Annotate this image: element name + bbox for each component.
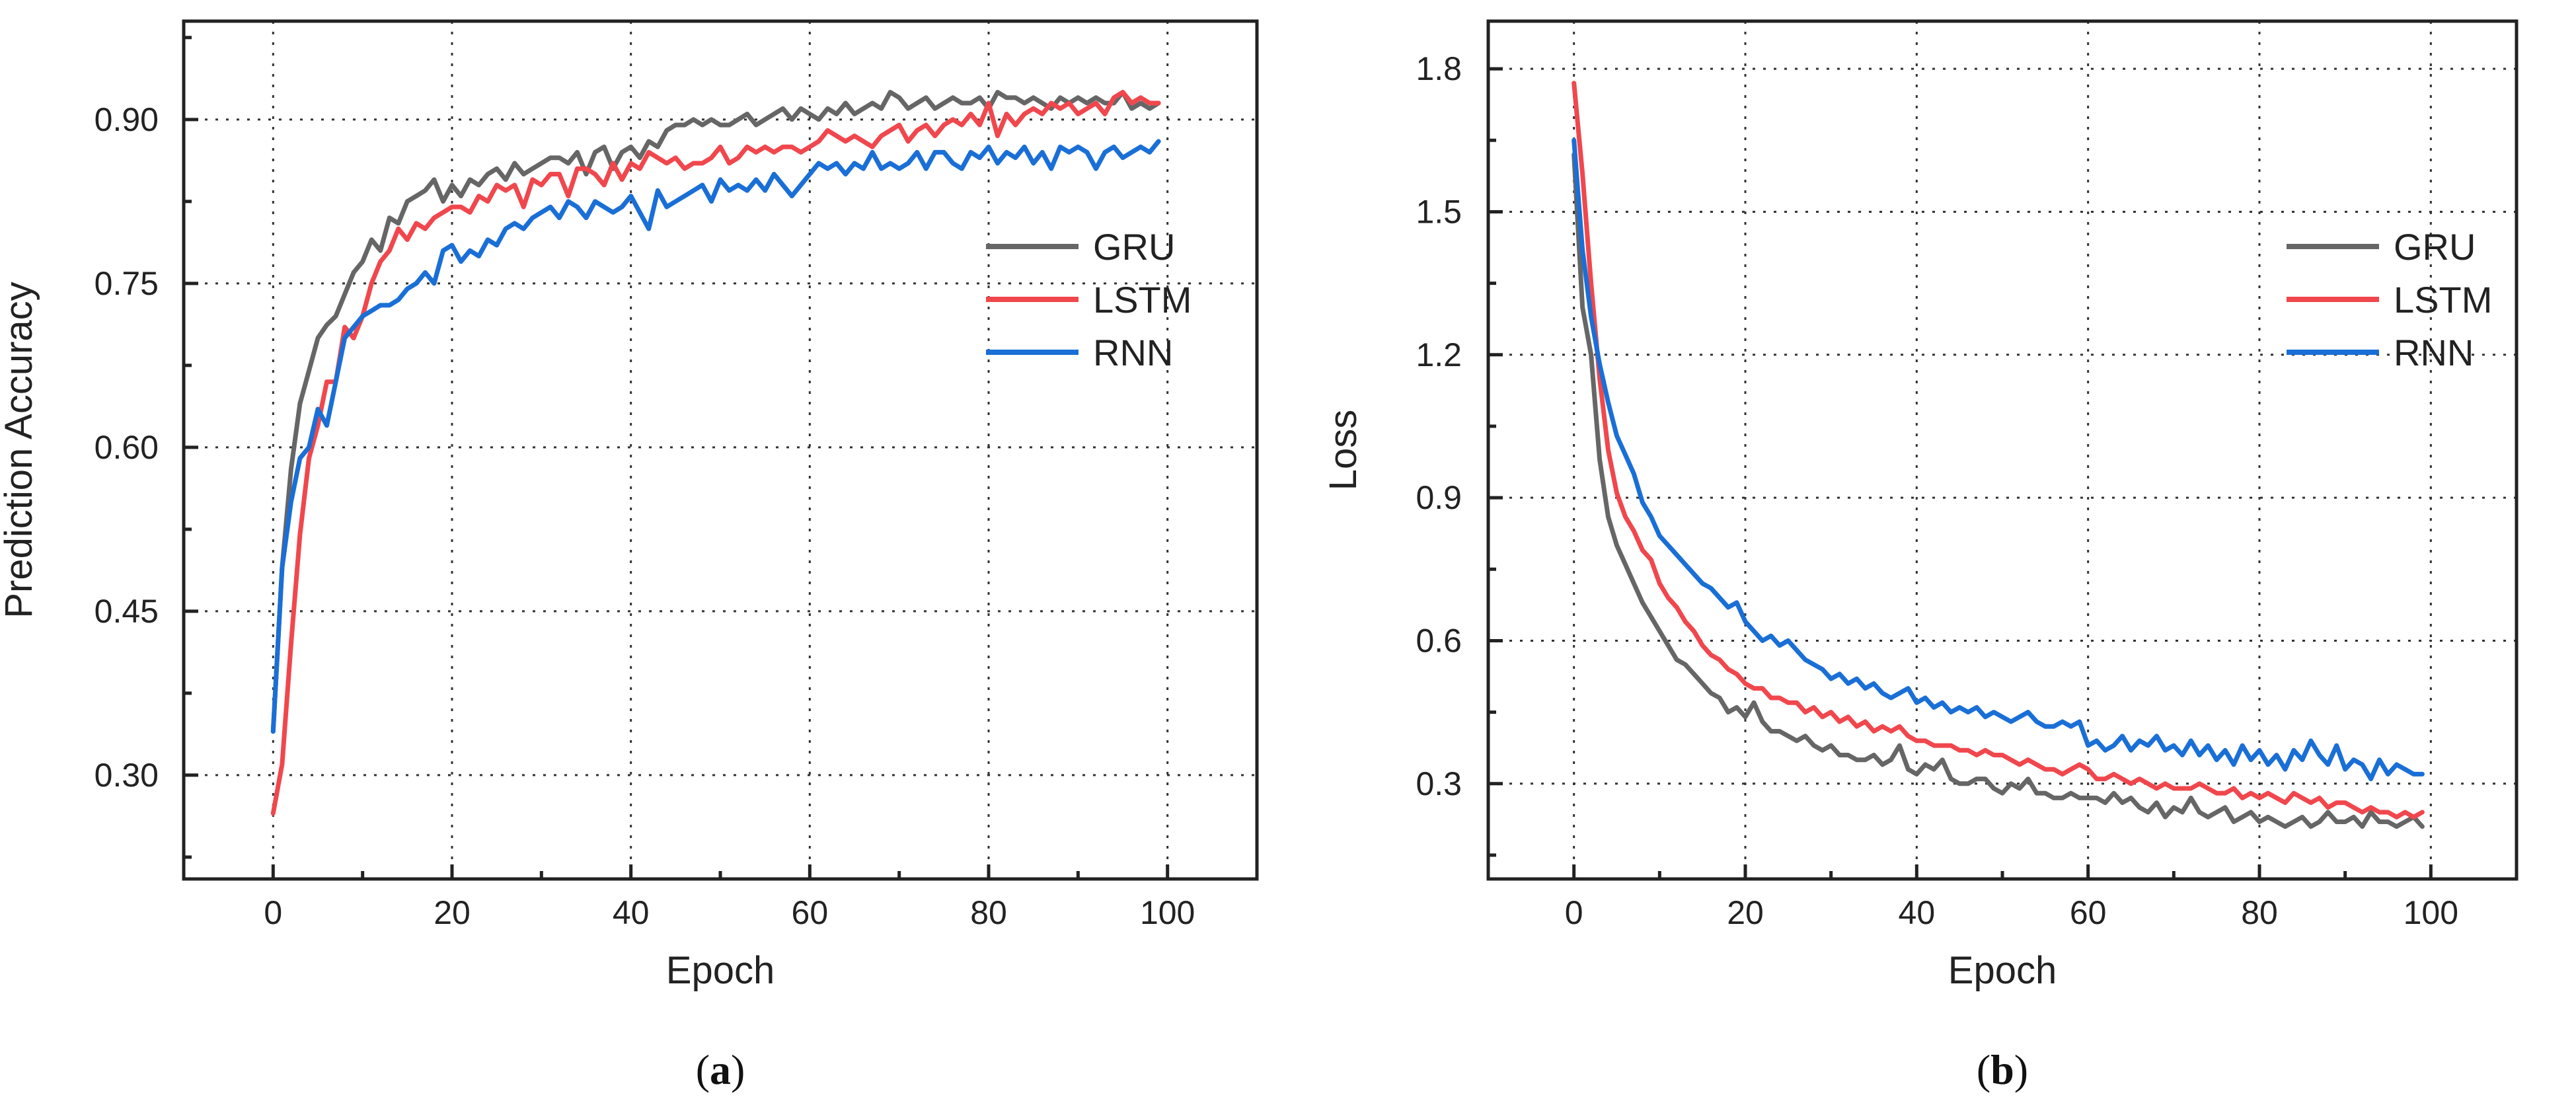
plot-frame [1486, 19, 2519, 881]
panel-a: 0 20 40 60 80 100 0.30 0.45 0.60 0.75 0.90 Epoch Pre… [0, 19, 1259, 1093]
y-tick-label: 0.45 [95, 593, 159, 630]
series-line-gru [1572, 152, 2425, 829]
x-tick-label: 60 [792, 894, 829, 931]
y-tick-label: 1.5 [1416, 193, 1462, 230]
y-tick-label: 0.9 [1416, 479, 1462, 516]
x-tick-label: 100 [1140, 894, 1195, 931]
series-line-lstm [1572, 81, 2425, 819]
x-axis-title: Epoch [666, 949, 775, 992]
legend: GRU LSTM RNN [2287, 226, 2492, 373]
panel-label: (a) [696, 1046, 745, 1093]
y-tick-label: 1.2 [1416, 336, 1462, 373]
series-line-rnn [270, 139, 1161, 734]
x-tick-label: 80 [970, 894, 1007, 931]
y-tick-label: 0.30 [95, 757, 159, 794]
y-tick-label: 0.90 [95, 101, 159, 138]
x-tick-label: 100 [2404, 894, 2458, 931]
legend-label-gru: GRU [2394, 226, 2476, 268]
y-tick-label: 1.8 [1416, 50, 1462, 87]
panel-b: 0 20 40 60 80 100 0.3 0.6 0.9 1.2 1.5 1.8 Epoch Loss G… [1322, 19, 2519, 1093]
y-axis-title: Loss [1322, 410, 1365, 491]
series-line-rnn [1572, 137, 2425, 782]
x-tick-label: 0 [1565, 894, 1583, 931]
y-axis-title: Prediction Accuracy [0, 282, 40, 618]
y-tick-label: 0.6 [1416, 622, 1462, 659]
legend-label-rnn: RNN [1093, 332, 1173, 373]
legend-label-rnn: RNN [2394, 332, 2474, 373]
y-tick-label: 0.3 [1416, 765, 1462, 802]
x-tick-label: 40 [613, 894, 650, 931]
series-line-gru [270, 90, 1161, 734]
legend-label-lstm: LSTM [1093, 279, 1192, 321]
y-tick-label: 0.60 [95, 429, 159, 466]
legend-label-lstm: LSTM [2394, 279, 2492, 321]
x-axis-title: Epoch [1948, 949, 2057, 992]
x-tick-label: 20 [1727, 894, 1764, 931]
x-tick-label: 60 [2070, 894, 2107, 931]
x-tick-label: 80 [2241, 894, 2278, 931]
x-tick-label: 20 [434, 894, 471, 931]
panel-label: (b) [1977, 1046, 2028, 1093]
legend-label-gru: GRU [1093, 226, 1175, 268]
x-tick-label: 0 [264, 894, 282, 931]
y-tick-label: 0.75 [95, 265, 159, 302]
series-line-lstm [270, 90, 1161, 816]
x-tick-label: 40 [1899, 894, 1936, 931]
legend: GRU LSTM RNN [986, 226, 1192, 373]
